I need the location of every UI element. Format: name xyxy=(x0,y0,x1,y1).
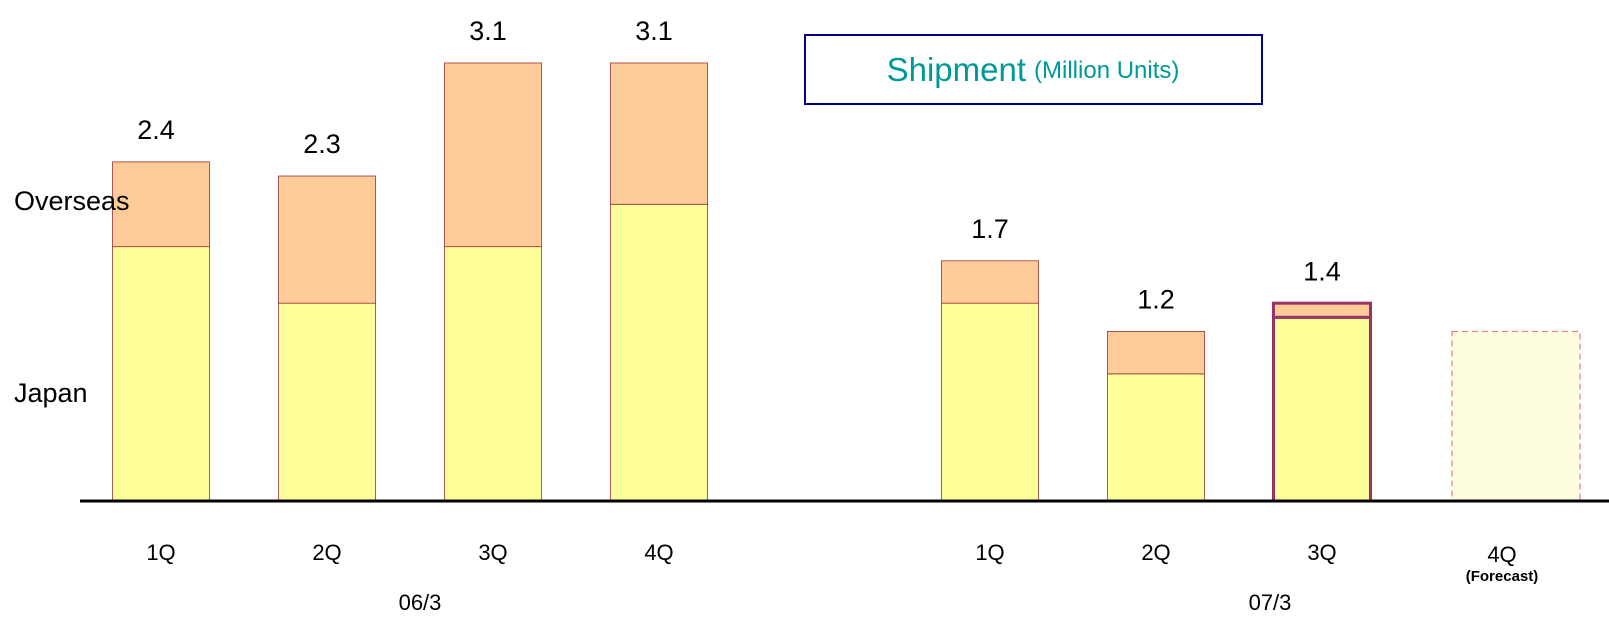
x-tick-label: 3Q xyxy=(478,540,507,565)
chart-title: Shipment xyxy=(887,51,1026,88)
title-box xyxy=(804,34,1263,105)
chart-subtitle: (Million Units) xyxy=(1034,57,1179,84)
bar-segment xyxy=(1272,315,1372,503)
x-tick-label: 2Q xyxy=(312,540,341,565)
group-label: 06/3 xyxy=(399,590,442,615)
total-label: 2.3 xyxy=(303,129,341,159)
bar-segment xyxy=(1107,331,1205,375)
x-tick-label: 3Q xyxy=(1307,540,1336,565)
total-label: 1.7 xyxy=(971,214,1009,244)
bar-segment xyxy=(444,246,542,502)
total-label: 3.1 xyxy=(469,16,507,46)
bar-segment xyxy=(1107,373,1205,502)
bar-segment xyxy=(941,260,1039,304)
bar-segment xyxy=(444,62,542,248)
total-label: 1.2 xyxy=(1137,285,1175,315)
legend-label: Overseas xyxy=(14,186,130,216)
x-tick-label: 4Q xyxy=(644,540,673,565)
bar-segment xyxy=(112,161,210,248)
bar-segment xyxy=(1272,301,1372,319)
bar-segment xyxy=(941,302,1039,502)
x-tick-sublabel: (Forecast) xyxy=(1466,568,1539,585)
x-tick-label: 1Q xyxy=(975,540,1004,565)
bar-segment xyxy=(610,203,708,502)
bar-segment xyxy=(1451,330,1581,502)
legend-label: Japan xyxy=(14,378,88,408)
title-group: Shipment (Million Units) xyxy=(887,51,1180,88)
total-label: 3.1 xyxy=(635,16,673,46)
bar-segment xyxy=(278,175,376,304)
bar-segment xyxy=(610,62,708,205)
bar-segment xyxy=(278,302,376,502)
total-label: 2.4 xyxy=(137,115,175,145)
bar-segment xyxy=(112,246,210,502)
x-tick-label: 4Q xyxy=(1487,542,1516,567)
x-tick-label: 1Q xyxy=(146,540,175,565)
group-label: 07/3 xyxy=(1249,590,1292,615)
total-label: 1.4 xyxy=(1303,256,1341,286)
x-tick-label: 2Q xyxy=(1141,540,1170,565)
